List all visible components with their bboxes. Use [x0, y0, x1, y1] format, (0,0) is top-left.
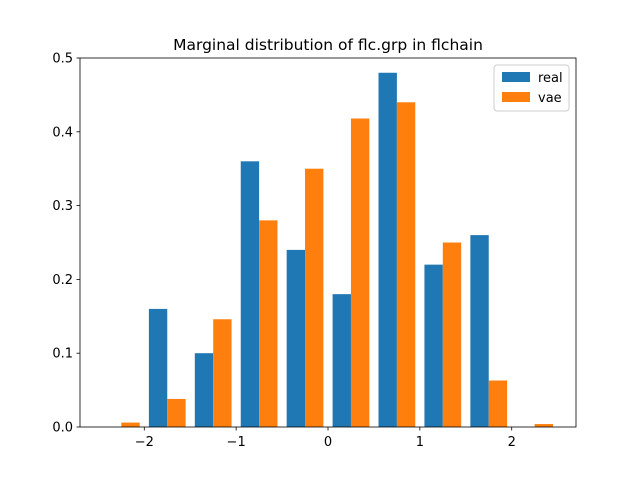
bar-vae-3 — [259, 220, 278, 427]
bar-real-2 — [194, 353, 214, 427]
y-tick-label: 0.2 — [52, 273, 73, 288]
y-tick-label: 0.0 — [52, 421, 73, 436]
bar-real-5 — [332, 294, 351, 427]
bar-real-3 — [240, 161, 260, 427]
x-tick-label: 2 — [508, 435, 516, 450]
bar-real-4 — [286, 249, 306, 427]
bar-real-1 — [148, 308, 168, 427]
bar-vae-6 — [396, 102, 416, 427]
bar-vae-0 — [121, 422, 140, 427]
x-tick-label: 1 — [416, 435, 424, 450]
legend-swatch-real — [502, 72, 530, 82]
x-tick-label: −2 — [135, 435, 154, 450]
y-tick-label: 0.4 — [52, 125, 73, 140]
legend-label-real: real — [538, 71, 563, 86]
legend-swatch-vae — [502, 92, 530, 102]
y-tick-label: 0.5 — [52, 52, 73, 67]
y-tick-label: 0.1 — [52, 347, 73, 362]
bar-vae-2 — [213, 319, 232, 427]
bars-layer — [121, 72, 554, 428]
chart-title: Marginal distribution of flc.grp in flch… — [173, 36, 483, 54]
legend: real vae — [493, 64, 570, 112]
legend-label-vae: vae — [538, 91, 562, 106]
x-tick-label: 0 — [324, 435, 332, 450]
bar-vae-5 — [350, 118, 370, 428]
bar-vae-9 — [534, 424, 554, 427]
bar-real-7 — [424, 264, 443, 427]
bar-real-8 — [470, 235, 489, 427]
x-tick-label: −1 — [227, 435, 246, 450]
axes-layer: −2 −1 0 1 2 0.0 0.1 0.2 0.3 0.4 0.5 — [52, 52, 577, 450]
bar-vae-8 — [488, 380, 508, 427]
bar-real-6 — [378, 72, 397, 427]
bar-vae-1 — [167, 398, 186, 427]
bar-vae-4 — [305, 168, 324, 427]
y-tick-label: 0.3 — [52, 199, 73, 214]
bar-vae-7 — [442, 242, 462, 427]
